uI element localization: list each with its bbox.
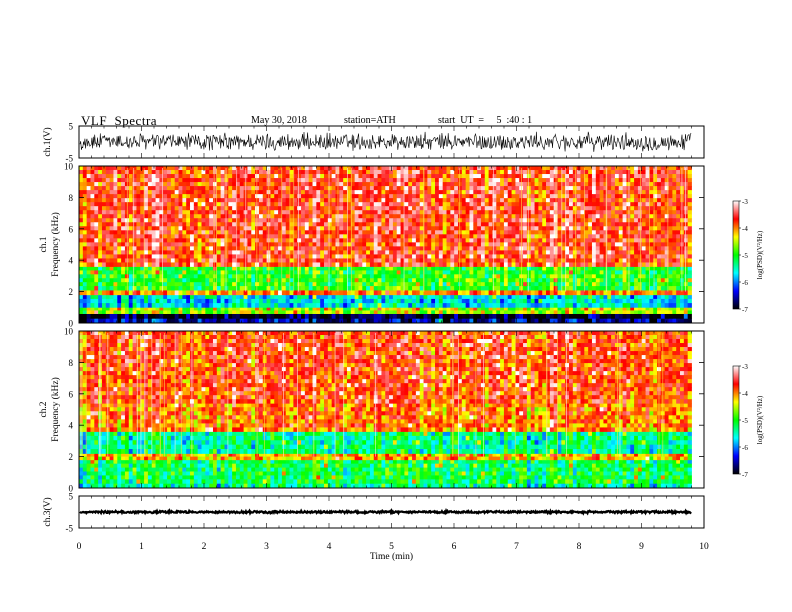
ch1-waveform-ytick-0: -5 [66,154,74,164]
ch3-waveform-ytick-1: 5 [69,492,74,502]
ch2-spectrogram-colorbar-label: log(PSD)(V²/Hz) [756,395,764,444]
ch1-spectrogram-ytick-2: 4 [69,256,74,266]
ch2-spectrogram-colorbar-tick-3: -6 [742,444,748,452]
ch1-waveform-ylabel: ch.1(V) [42,127,53,156]
ch1-spectrogram-colorbar-label: log(PSD)(V²/Hz) [756,230,764,279]
ch2-spectrogram-ytick-5: 10 [64,327,74,337]
ch1-spectrogram-ytick-3: 6 [69,224,74,234]
ch2-spectrogram-colorbar [732,365,740,475]
ch3-waveform-ylabel: ch.3(V) [42,497,53,526]
x-tick-label-9: 9 [639,542,644,552]
ch3-waveform-ytick-0: -5 [66,524,74,534]
ch1-waveform-trace [79,131,692,152]
ch2-spectrogram-colorbar-tick-2: -5 [742,417,748,425]
ch1-spectrogram-colorbar [732,200,740,310]
ch2-spectrogram-ytick-2: 4 [69,421,74,431]
ch2-spectrogram-ylabel-channel: ch.2 [39,401,49,417]
ch2-spectrogram-ylabel-frequency: Frequency (kHz) [50,377,61,442]
ch1-spectrogram-ylabel-channel: ch.1 [39,236,49,252]
x-tick-label-7: 7 [514,542,519,552]
x-tick-label-10: 10 [699,542,709,552]
x-tick-label-3: 3 [264,542,269,552]
ch2-spectrogram-colorbar-tick-1: -4 [742,390,748,398]
ch1-spectrogram-ytick-1: 2 [69,287,74,297]
start-time-label: start UT = 5 :40 : 1 [438,115,533,126]
ch1-spectrogram-colorbar-tick-0: -3 [742,198,748,206]
ch2-spectrogram-colorbar-tick-0: -3 [742,363,748,371]
x-axis-label: Time (min) [370,551,413,562]
station-label: station=ATH [344,115,396,126]
ch2-spectrogram-ytick-3: 6 [69,389,74,399]
ch2-spectrogram-ytick-0: 0 [69,484,74,494]
ch1-waveform-ytick-1: 5 [69,122,74,132]
ch1-spectrogram-ylabel-frequency: Frequency (kHz) [50,212,61,277]
ch2-spectrogram-colorbar-tick-4: -7 [742,471,748,479]
ch2-spectrogram-ytick-1: 2 [69,452,74,462]
chart-title: VLF Spectra [81,113,158,128]
x-tick-label-5: 5 [389,542,394,552]
ch1-spectrogram-ytick-4: 8 [69,193,74,203]
ch1-spectrogram-colorbar-tick-4: -7 [742,306,748,314]
ch2-spectrogram-ytick-4: 8 [69,358,74,368]
x-tick-label-6: 6 [452,542,457,552]
ch1-spectrogram-colorbar-tick-1: -4 [742,225,748,233]
ch2-spectrogram-cells [79,331,692,489]
ch1-spectrogram-cells [79,166,692,324]
ch1-spectrogram-colorbar-tick-2: -5 [742,252,748,260]
ch1-spectrogram-ytick-0: 0 [69,319,74,329]
date-label: May 30, 2018 [251,115,307,126]
ch1-spectrogram-colorbar-tick-3: -6 [742,279,748,287]
x-tick-label-2: 2 [202,542,207,552]
x-tick-label-8: 8 [577,542,582,552]
x-tick-label-1: 1 [139,542,144,552]
x-tick-label-4: 4 [327,542,332,552]
ch1-spectrogram-ytick-5: 10 [64,162,74,172]
x-tick-label-0: 0 [77,542,82,552]
ch3-waveform-trace [79,507,692,516]
